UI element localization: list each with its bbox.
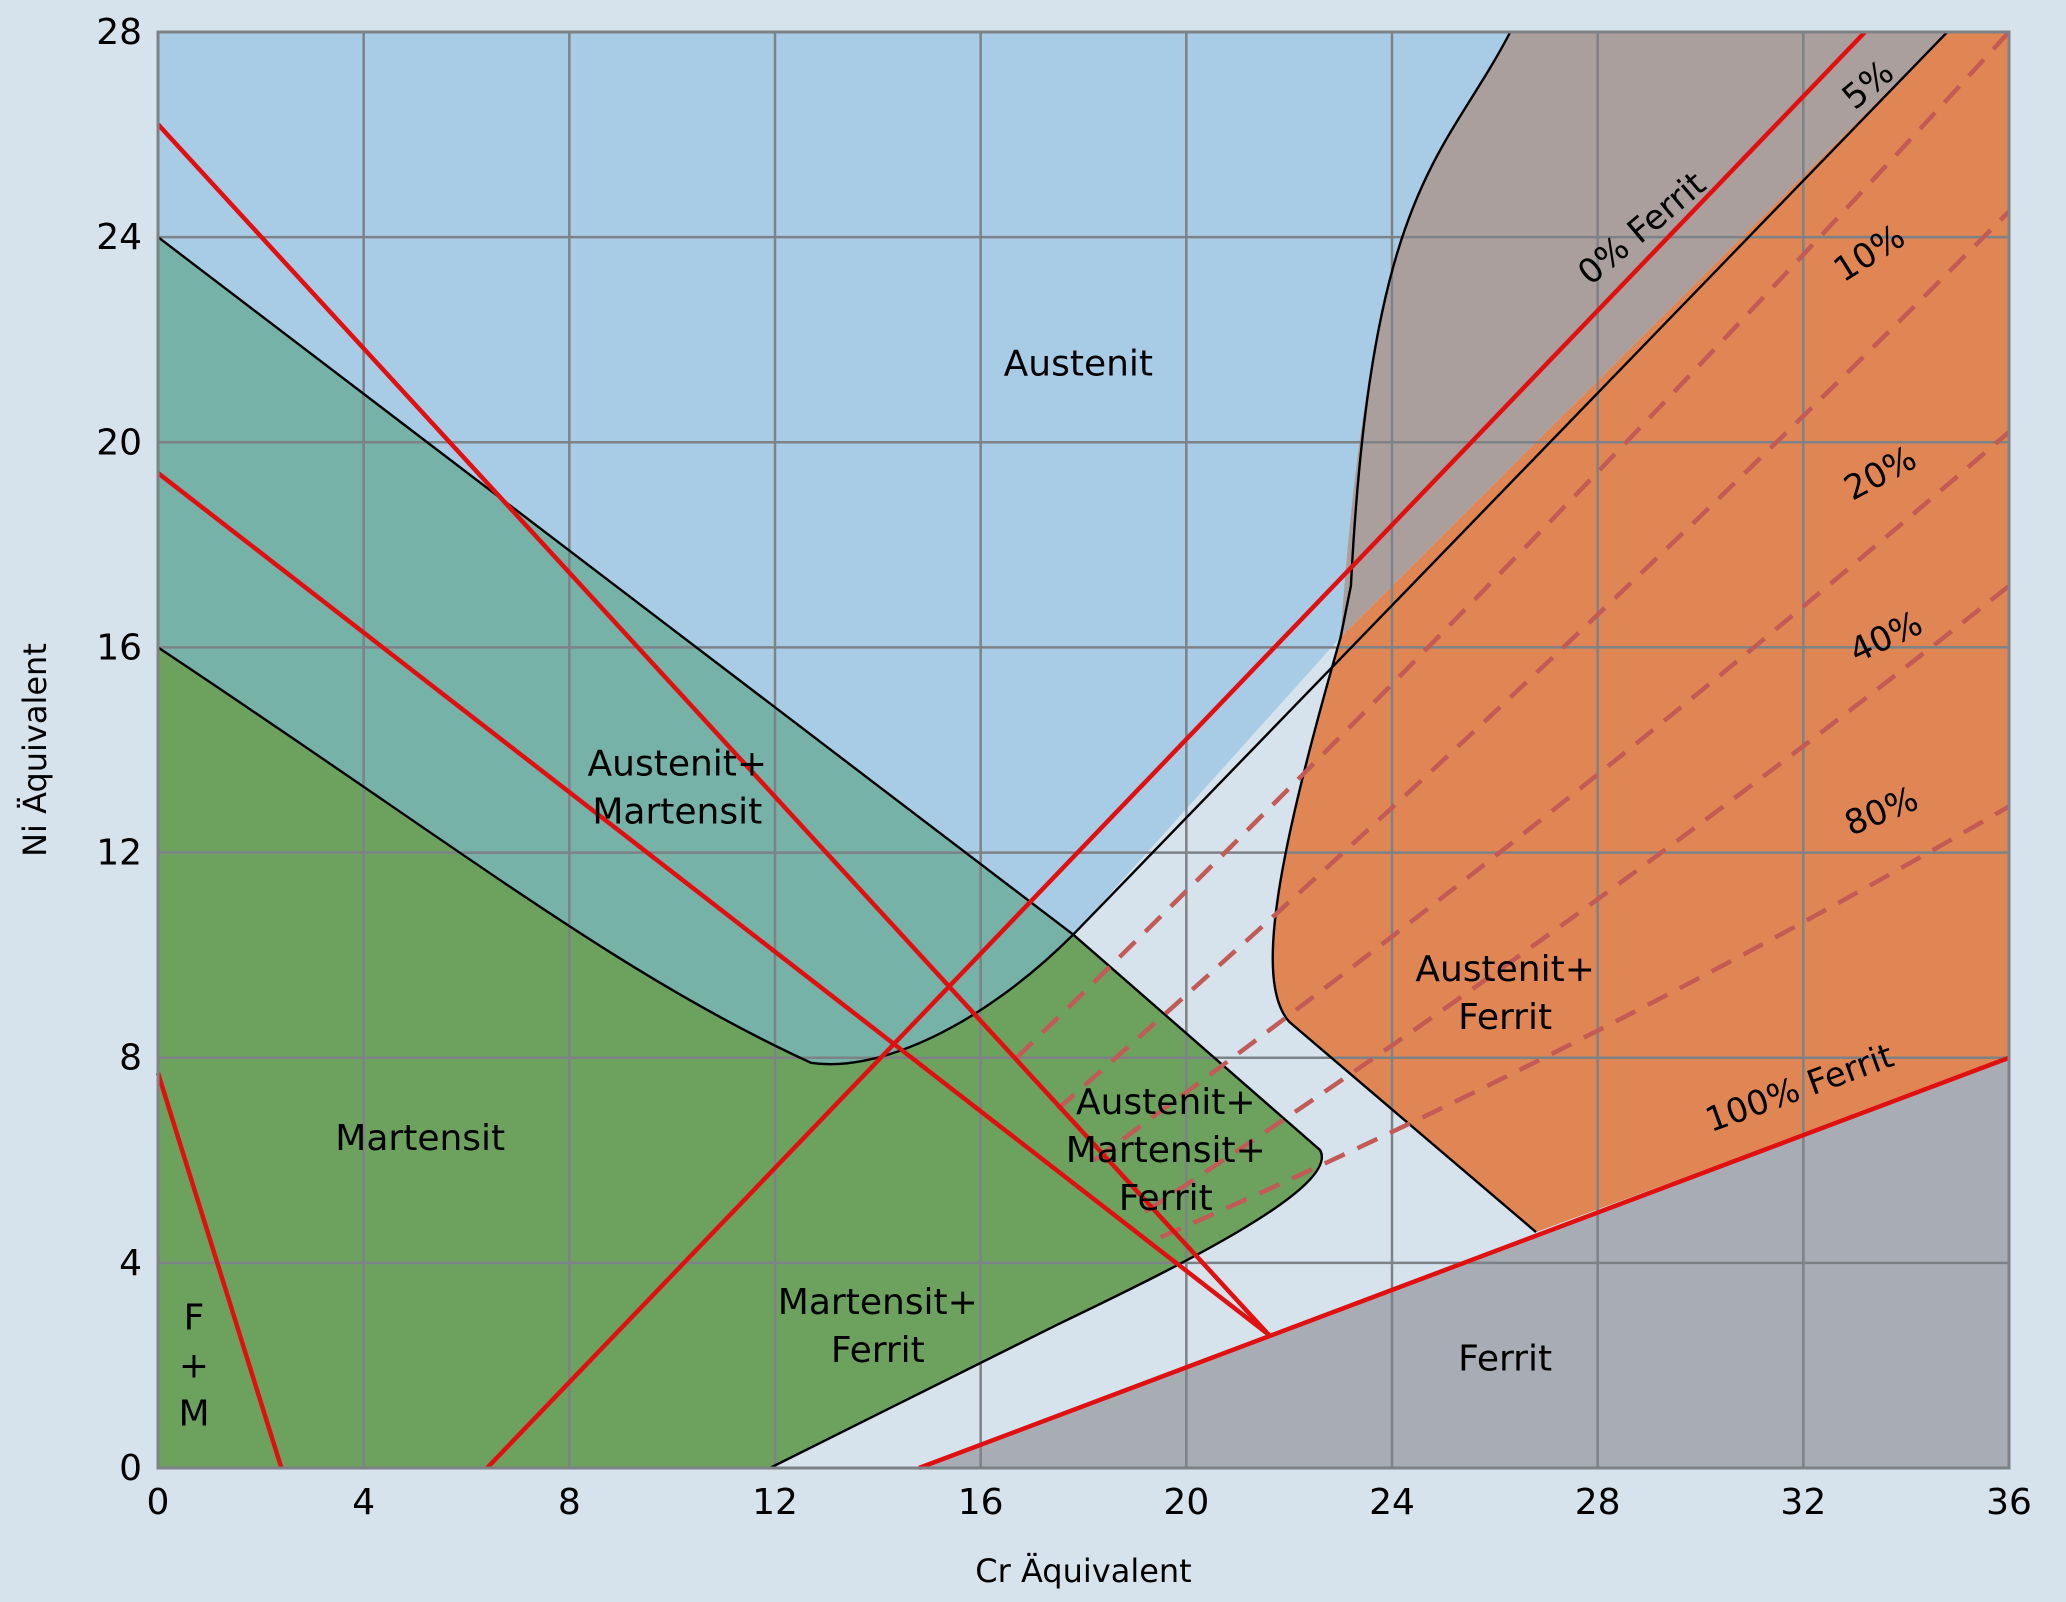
boundary-ferrit-curve	[1271, 31, 1537, 1234]
red-line-0	[156, 122, 1271, 1337]
region-label-austenit-ferrit: Austenit+ Ferrit	[1415, 949, 1595, 1038]
y-tick-label: 16	[96, 627, 142, 668]
region-label-f-plus-m: F + M	[178, 1298, 209, 1435]
iso-ferrit-dashed-1	[1056, 209, 2011, 1111]
x-tick-label: 0	[147, 1482, 170, 1523]
y-tick-label: 24	[96, 217, 142, 258]
region-label-martensit-ferrit: Martensit+ Ferrit	[778, 1282, 978, 1371]
boundary-martensit-upper	[157, 646, 1075, 1066]
iso-ferrit-dashed-lines	[1015, 30, 2011, 1240]
region-label-line: Martensit	[335, 1118, 505, 1159]
region-label-line: Ferrit	[1119, 1178, 1213, 1219]
region-label-line: Austenit	[1004, 344, 1153, 385]
region-label-line: Martensit	[592, 792, 762, 833]
region-austenit-martensit	[158, 237, 1074, 1065]
y-tick-label: 4	[119, 1243, 142, 1284]
region-label-line: Austenit+	[588, 744, 768, 785]
region-label-line: M	[178, 1394, 209, 1435]
y-tick-label: 20	[96, 422, 142, 463]
region-label-line: Martensit+	[778, 1282, 978, 1323]
red-line-3	[155, 1072, 284, 1469]
region-label-line: Austenit+	[1076, 1082, 1256, 1123]
region-label-line: +	[179, 1346, 209, 1387]
region-austenit-top	[158, 32, 1511, 935]
iso-ferrit-dashed-4	[1159, 804, 2011, 1240]
y-tick-label: 28	[96, 12, 142, 53]
red-construction-lines	[155, 30, 2010, 1471]
iso-ferrit-dashed-3	[1143, 584, 2011, 1214]
phase-regions	[158, 32, 2009, 1468]
red-line-4	[918, 1055, 2010, 1471]
x-tick-label: 16	[958, 1482, 1004, 1523]
region-label-line: Martensit+	[1066, 1130, 1266, 1171]
region-label-line: F	[184, 1298, 205, 1339]
iso-ferrit-dashed-0	[1015, 30, 2011, 1060]
region-label-austenit-martensit-ferrit: Austenit+ Martensit+ Ferrit	[1066, 1082, 1266, 1219]
region-label-line: Ferrit	[1458, 997, 1552, 1038]
region-label-line: Ferrit	[1458, 1339, 1552, 1380]
y-tick-label: 12	[96, 833, 142, 874]
red-line-2	[485, 30, 1867, 1470]
axis-ticks: 0 4 8 12 16 20 24 28 32 36 0 4 8 12 16 20 24 28	[96, 12, 2032, 1523]
region-label-martensit: Martensit	[335, 1118, 505, 1159]
region-label-austenit-martensit: Austenit+ Martensit	[588, 744, 768, 833]
region-label-line: Ferrit	[831, 1330, 925, 1371]
x-tick-label: 36	[1986, 1482, 2032, 1523]
region-label-austenit: Austenit	[1004, 344, 1153, 385]
x-axis-title: Cr Äquivalent	[975, 1552, 1191, 1590]
x-tick-label: 4	[352, 1482, 375, 1523]
x-tick-label: 20	[1163, 1482, 1209, 1523]
x-tick-label: 28	[1575, 1482, 1621, 1523]
x-tick-label: 12	[752, 1482, 798, 1523]
iso-ferrit-dashed-2	[1092, 430, 2011, 1163]
x-tick-label: 8	[558, 1482, 581, 1523]
y-tick-label: 8	[119, 1038, 142, 1079]
x-tick-label: 24	[1369, 1482, 1415, 1523]
y-axis-title: Ni Äquivalent	[16, 643, 54, 857]
boundary-martensit-edge	[157, 236, 1324, 1470]
red-line-1	[156, 471, 1270, 1337]
y-tick-label: 0	[119, 1448, 142, 1489]
region-label-ferrit: Ferrit	[1458, 1339, 1552, 1380]
x-tick-label: 32	[1780, 1482, 1826, 1523]
phase-boundaries	[157, 31, 2010, 1470]
region-upper-ferrit-band	[1340, 32, 1948, 638]
boundary-5-percent	[1072, 31, 1949, 936]
region-austenit-ferrit	[1272, 32, 2009, 1233]
region-label-line: Austenit+	[1415, 949, 1595, 990]
grid-lines	[158, 32, 2009, 1468]
plot-frame	[156, 30, 2011, 1470]
